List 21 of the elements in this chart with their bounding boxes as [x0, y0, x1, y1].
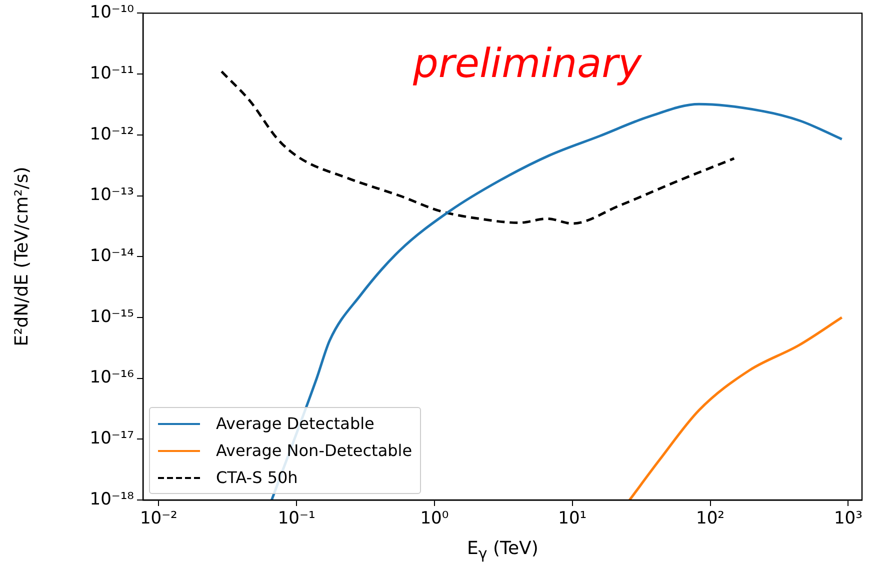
x-tick-label: 10⁻² — [140, 508, 178, 529]
y-tick-label: 10⁻¹⁵ — [90, 306, 134, 327]
y-tick-label: 10⁻¹⁷ — [90, 428, 134, 449]
x-tick-label: 10⁻¹ — [278, 508, 316, 529]
y-tick-label: 10⁻¹³ — [90, 185, 134, 206]
legend-label: Average Detectable — [216, 414, 374, 433]
x-tick-label: 10⁰ — [420, 508, 449, 529]
x-tick-label: 10³ — [834, 508, 862, 529]
legend-label: CTA-S 50h — [216, 468, 298, 487]
y-tick-label: 10⁻¹⁸ — [90, 489, 134, 510]
y-axis-title: E²dN/dE (TeV/cm²/s) — [11, 166, 32, 346]
y-tick-label: 10⁻¹⁴ — [90, 246, 134, 266]
x-tick-label: 10¹ — [558, 508, 587, 529]
y-tick-label: 10⁻¹⁶ — [90, 368, 134, 388]
legend-label: Average Non-Detectable — [216, 441, 412, 460]
y-tick-label: 10⁻¹¹ — [90, 63, 134, 84]
x-axis-title: E$_{γ}$ (TeV) — [467, 538, 538, 563]
annotation: preliminary — [413, 41, 642, 88]
y-tick-label: 10⁻¹² — [90, 124, 134, 144]
y-tick-label: 10⁻¹⁰ — [90, 2, 134, 23]
x-tick-label: 10² — [696, 508, 724, 529]
